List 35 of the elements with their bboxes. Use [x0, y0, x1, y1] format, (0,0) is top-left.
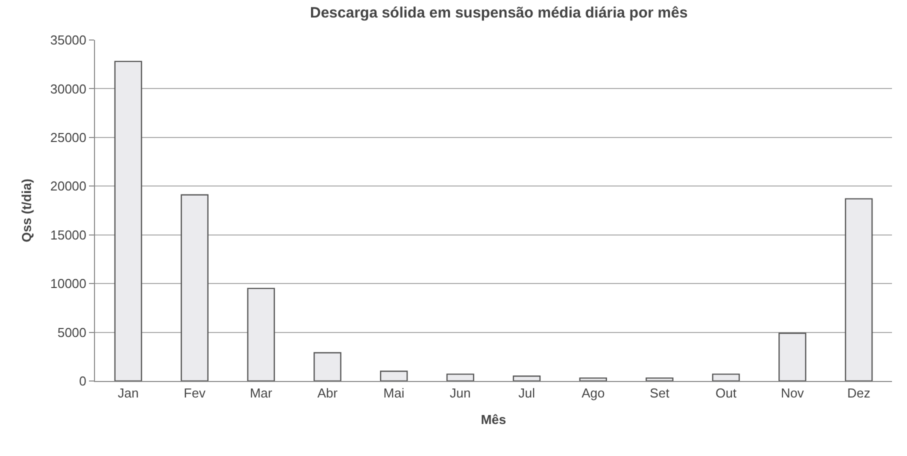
bar	[712, 374, 740, 381]
y-axis-title: Qss (t/dia)	[19, 178, 34, 242]
y-tick-label: 30000	[50, 81, 86, 96]
x-tick-label: Dez	[847, 386, 870, 401]
x-axis-title: Mês	[480, 412, 506, 428]
bar	[646, 377, 674, 381]
y-tick-label: 10000	[50, 276, 86, 292]
bar	[380, 370, 408, 381]
y-tick-label: 35000	[50, 32, 86, 48]
x-tick-label: Jan	[118, 386, 139, 401]
bar	[844, 198, 873, 381]
bar	[446, 374, 474, 381]
x-tick-label: Mai	[383, 386, 404, 401]
y-tick-label: 0	[79, 374, 86, 389]
bar	[114, 60, 142, 381]
x-tick-label: Ago	[582, 386, 605, 401]
y-tick-label: 15000	[50, 227, 86, 242]
x-tick-label: Jul	[518, 386, 536, 401]
x-tick-label: Nov	[780, 386, 804, 401]
bar	[512, 376, 541, 381]
x-tick-label: Jun	[450, 386, 471, 401]
chart-title: Descarga sólida em suspensão média diária por mês	[310, 4, 688, 22]
x-tick-label: Fev	[184, 386, 206, 401]
bar	[180, 194, 209, 381]
bar	[314, 352, 342, 381]
y-tick-label: 20000	[50, 178, 86, 194]
y-tick-label: 5000	[57, 324, 86, 340]
bar	[579, 377, 608, 381]
x-tick-label: Abr	[317, 386, 338, 401]
x-tick-label: Out	[715, 386, 737, 401]
bar	[778, 332, 806, 381]
y-tick-label: 25000	[50, 130, 86, 145]
x-tick-label: Mar	[250, 386, 273, 401]
x-tick-label: Set	[650, 386, 670, 401]
bar	[247, 288, 275, 381]
